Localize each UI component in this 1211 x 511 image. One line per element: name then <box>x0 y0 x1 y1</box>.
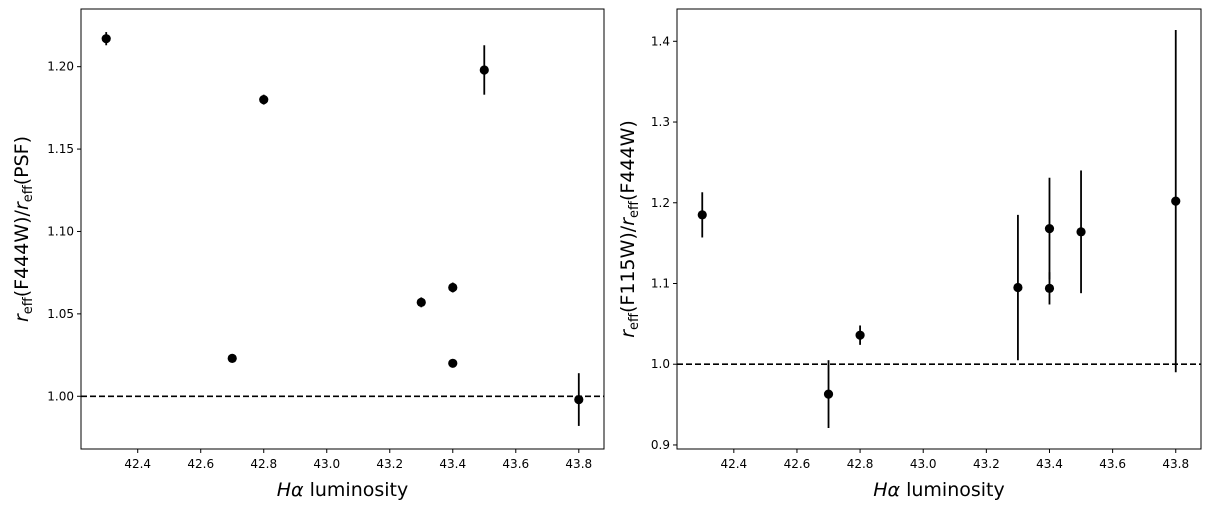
data-point <box>697 210 707 220</box>
data-point <box>227 353 237 363</box>
y-label-r: r <box>11 313 33 322</box>
y-tick-label: 1.15 <box>47 142 74 156</box>
x-tick-label: 43.8 <box>565 457 592 471</box>
axes-frame <box>80 8 605 450</box>
y-tick-label: 1.0 <box>651 357 670 371</box>
y-label-prefix: (F115W)/ <box>617 225 639 313</box>
x-tick-label: 43.0 <box>910 457 937 471</box>
data-point <box>416 297 426 307</box>
y-label-r: r <box>11 201 33 210</box>
x-tick-label: 42.4 <box>720 457 747 471</box>
right-panel: 42.4 42.6 42.8 43.0 43.2 43.4 43.6 43.8 0.9 1.0 1.… <box>617 8 1202 501</box>
y-tick-label: 1.05 <box>47 307 74 321</box>
data-point <box>101 34 111 44</box>
data-point <box>448 282 458 293</box>
y-label-suffix: (PSF) <box>11 136 33 185</box>
y-label-suffix: (F444W) <box>617 120 639 201</box>
data-point <box>1044 283 1055 293</box>
data-point <box>1013 282 1023 293</box>
x-tick-label: 43.8 <box>1162 457 1189 471</box>
data-point <box>823 389 834 399</box>
x-tick-label: 43.4 <box>439 457 466 471</box>
x-tick-label: 42.8 <box>847 457 874 471</box>
y-axis-label: reff(F444W)/reff(PSF) <box>11 136 36 322</box>
x-tick-label: 43.6 <box>1099 457 1126 471</box>
x-axis-label-symbol: Hα <box>873 479 900 501</box>
x-tick-label: 42.6 <box>187 457 214 471</box>
x-axis-label: Hα luminosity <box>277 479 409 501</box>
x-tick-label: 42.8 <box>250 457 277 471</box>
x-tick-label: 43.0 <box>313 457 340 471</box>
axes-frame <box>676 8 1202 450</box>
y-tick-label: 1.2 <box>651 196 670 210</box>
y-tick-label: 1.3 <box>651 115 670 129</box>
y-tick-label: 1.10 <box>47 224 74 238</box>
y-tick-label: 0.9 <box>651 438 670 452</box>
data-point <box>855 330 865 340</box>
y-tick-label: 1.4 <box>651 34 670 48</box>
data-point <box>1171 196 1181 206</box>
x-tick-label: 43.4 <box>1036 457 1063 471</box>
data-point <box>259 95 269 105</box>
y-tick-label: 1.20 <box>47 60 74 74</box>
x-axis-label-text: luminosity <box>304 479 409 501</box>
data-point <box>448 358 458 368</box>
y-axis-label: reff(F115W)/reff(F444W) <box>617 120 642 338</box>
y-label-prefix: (F444W)/ <box>11 209 33 297</box>
y-tick-label: 1.00 <box>47 389 74 403</box>
left-panel: 42.4 42.6 42.8 43.0 43.2 43.4 43.6 43.8 1.00 1.05… <box>11 8 605 501</box>
y-label-sub: eff <box>21 184 36 202</box>
x-tick-label: 42.4 <box>124 457 151 471</box>
x-tick-label: 43.6 <box>502 457 529 471</box>
x-tick-label: 42.6 <box>784 457 811 471</box>
data-point <box>1044 223 1055 234</box>
y-label-r: r <box>617 217 639 226</box>
data-point <box>1076 227 1086 237</box>
x-axis-label: Hα luminosity <box>873 479 1005 501</box>
y-label-sub: eff <box>21 296 36 314</box>
y-tick-label: 1.1 <box>651 276 670 290</box>
x-axis-label-symbol: Hα <box>277 479 304 501</box>
data-point <box>574 394 584 405</box>
y-label-sub: eff <box>627 312 642 330</box>
y-label-sub: eff <box>627 200 642 218</box>
data-point <box>479 65 489 75</box>
x-tick-label: 43.2 <box>973 457 1000 471</box>
y-label-r: r <box>617 329 639 338</box>
x-tick-label: 43.2 <box>376 457 403 471</box>
x-axis-label-text: luminosity <box>900 479 1005 501</box>
